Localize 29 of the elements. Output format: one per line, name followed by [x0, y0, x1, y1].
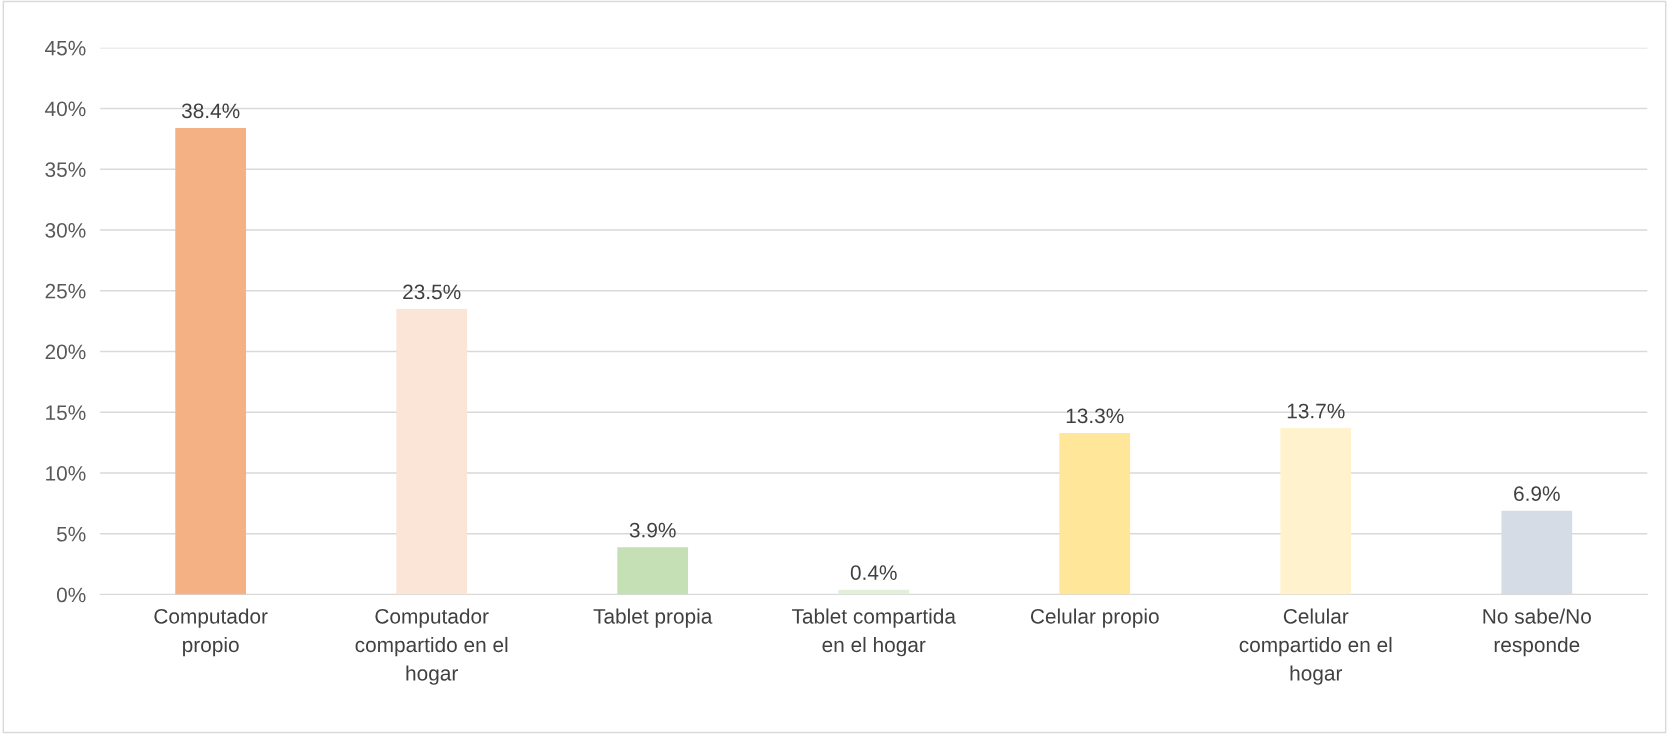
- x-tick-label: Tablet propia: [593, 608, 713, 628]
- y-tick-label: 40%: [45, 101, 86, 117]
- data-label: 13.3%: [1066, 408, 1124, 424]
- x-tick-label: Celular compartido en el hogar: [1239, 608, 1392, 685]
- y-tick-label: 45%: [45, 40, 86, 56]
- data-label: 38.4%: [181, 103, 240, 119]
- y-tick-label: 25%: [45, 283, 86, 299]
- y-tick-label: 30%: [45, 222, 86, 238]
- x-tick-label: Computador compartido en el hogar: [355, 608, 508, 685]
- bar: [1280, 428, 1352, 595]
- y-tick-label: 15%: [46, 405, 86, 421]
- data-label: 23.5%: [403, 284, 461, 300]
- y-tick-label: 0%: [56, 587, 86, 603]
- data-label: 6.9%: [1514, 486, 1560, 502]
- x-tick-label: Tablet compartida en el hogar: [791, 608, 956, 657]
- x-tick-label: Computador propio: [154, 608, 268, 657]
- y-tick-label: 20%: [45, 344, 86, 360]
- bar: [617, 547, 689, 595]
- data-label: 3.9%: [629, 522, 676, 538]
- x-tick-label: No sabe/No responde: [1483, 608, 1591, 657]
- bar: [175, 127, 247, 595]
- bar: [396, 308, 468, 595]
- data-label: 13.7%: [1287, 403, 1345, 419]
- y-tick-label: 5%: [56, 526, 86, 542]
- data-label: 0.4%: [850, 565, 897, 581]
- y-tick-label: 10%: [46, 466, 86, 481]
- bar: [1059, 432, 1131, 595]
- y-tick-label: 35%: [45, 162, 86, 177]
- x-tick-label: Celular propio: [1030, 608, 1159, 628]
